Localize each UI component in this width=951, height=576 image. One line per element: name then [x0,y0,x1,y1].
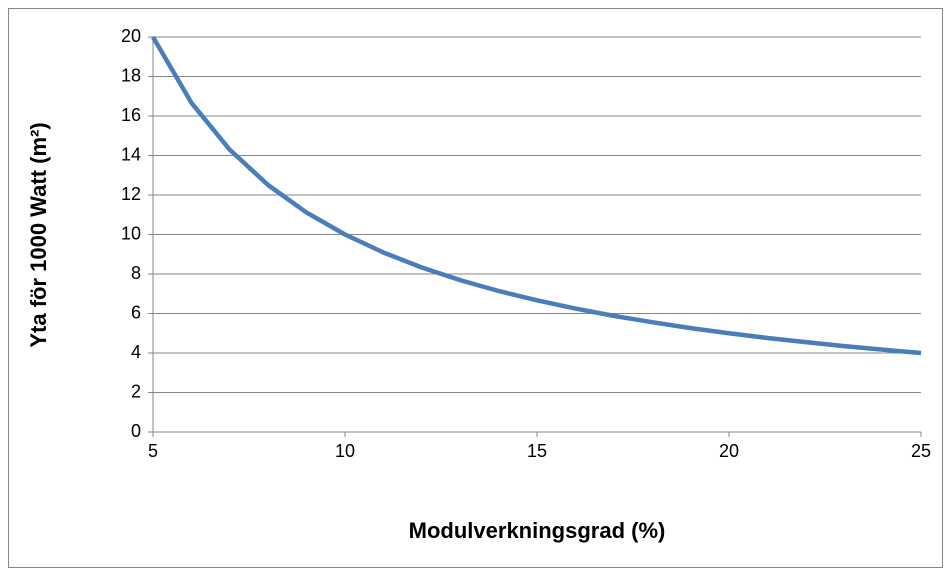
y-tick-label: 4 [131,342,141,362]
y-axis-title: Yta för 1000 Watt (m²) [26,122,51,347]
y-tick-label: 20 [121,26,141,46]
y-tick-label: 8 [131,263,141,283]
y-tick-label: 10 [121,223,141,243]
y-tick-label: 18 [121,65,141,85]
x-tick-label: 5 [148,441,158,461]
x-tick-label: 15 [527,441,547,461]
data-line [151,35,922,356]
x-tick-label: 10 [335,441,355,461]
x-axis-title: Modulverkningsgrad (%) [409,518,666,543]
y-tick-label: 16 [121,105,141,125]
y-tick-label: 12 [121,184,141,204]
y-tick-label: 0 [131,421,141,441]
y-tick-label: 2 [131,381,141,401]
x-tick-label: 20 [719,441,739,461]
x-tick-label: 25 [911,441,931,461]
chart-border [8,8,943,568]
y-tick-label: 14 [121,144,141,164]
y-tick-label: 6 [131,302,141,322]
